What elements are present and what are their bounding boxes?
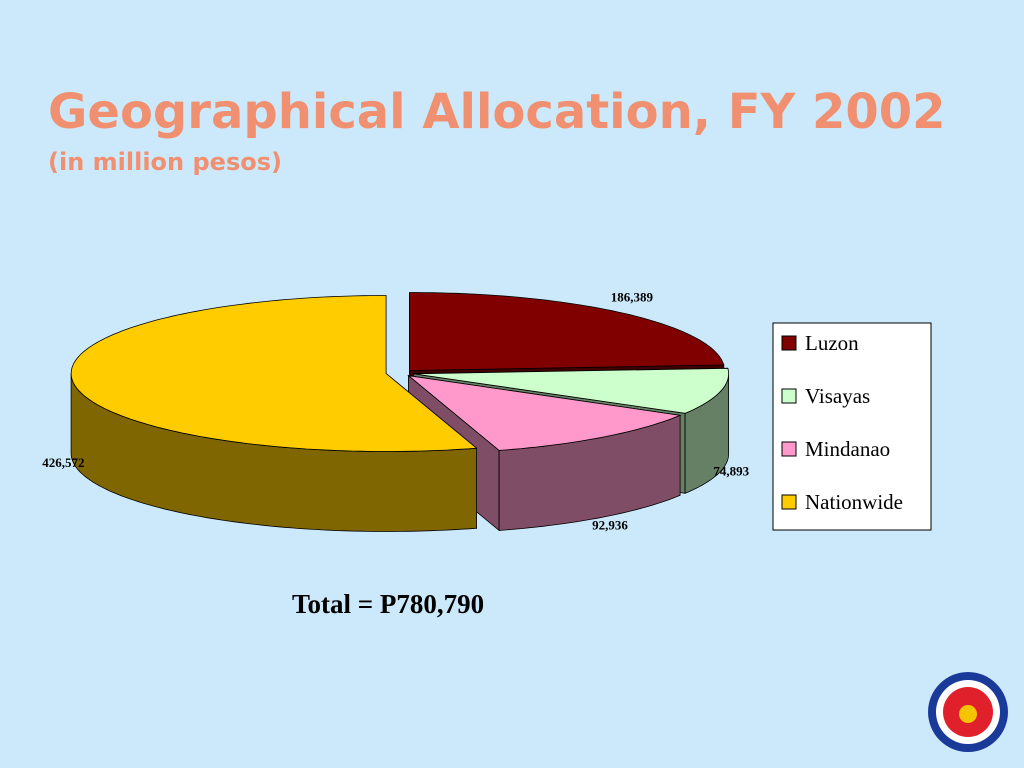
legend-label: Visayas: [805, 384, 870, 408]
data-label: 74,893: [713, 463, 749, 478]
legend-label: Luzon: [805, 331, 859, 355]
data-label: 426,572: [42, 455, 84, 470]
data-label: 92,936: [592, 518, 628, 533]
legend-swatch: [781, 335, 797, 351]
slice: [70, 295, 478, 452]
slice: [409, 292, 725, 371]
annotation: Total = P780,790: [292, 589, 484, 619]
legend-box: [772, 322, 932, 531]
legend-swatch: [781, 388, 797, 404]
legend-swatch: [781, 441, 797, 457]
legend-label: Mindanao: [805, 437, 890, 461]
chart-subtitle: (in million pesos): [48, 148, 282, 176]
legend-label: Nationwide: [805, 490, 903, 514]
data-label: 186,389: [611, 290, 654, 305]
chart-title: Geographical Allocation, FY 2002: [48, 84, 946, 140]
slice: [407, 375, 682, 451]
legend-swatch: [781, 494, 797, 510]
logo: [928, 672, 1008, 752]
slice: [413, 367, 730, 414]
